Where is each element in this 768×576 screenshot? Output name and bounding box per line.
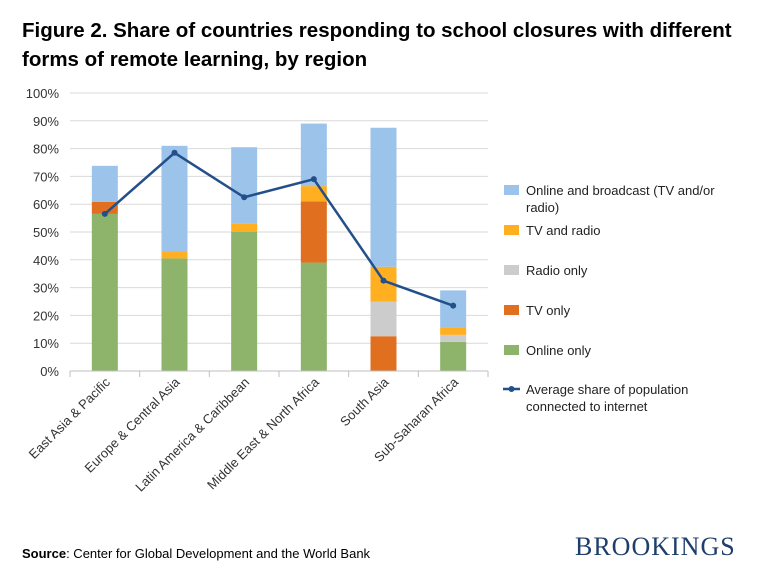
legend-label: TV and radio (526, 223, 600, 238)
line-point (101, 210, 108, 217)
legend: Online and broadcast (TV and/or radio) TV … (503, 183, 715, 414)
y-tick-label: 10% (33, 336, 59, 351)
bar-online-and-broadcast (300, 123, 327, 187)
y-axis: 0% 10% 20% 30% 40% 50% 60% 70% 80% 90% 100% (26, 86, 60, 379)
chart-title: Figure 2. Share of countries responding … (22, 19, 732, 71)
line-path (104, 151, 454, 307)
legend-label: radio) (526, 200, 559, 215)
y-tick-label: 80% (33, 142, 59, 157)
x-tick-label: South Asia (337, 374, 392, 429)
bar-radio-only (370, 301, 397, 337)
y-tick-label: 40% (33, 253, 59, 268)
source-note: Source: Center for Global Development an… (22, 546, 370, 561)
source-text: : Center for Global Development and the … (66, 546, 371, 561)
bar-online-and-broadcast (370, 127, 397, 267)
legend-label: connected to internet (526, 399, 648, 414)
bar-online-only (440, 341, 467, 371)
y-tick-label: 20% (33, 308, 59, 323)
legend-label: Online and broadcast (TV and/or (526, 183, 715, 198)
legend-label: Radio only (526, 263, 588, 278)
y-tick-label: 50% (33, 225, 59, 240)
line-point (450, 302, 457, 309)
legend-swatch-point (508, 386, 515, 392)
legend-swatch (504, 265, 519, 275)
y-tick-label: 30% (33, 281, 59, 296)
gridlines (70, 92, 488, 344)
y-tick-label: 70% (33, 169, 59, 184)
line-point (380, 277, 387, 284)
bar-tv-only (300, 201, 327, 263)
bar-radio-only (440, 334, 467, 342)
bar-online-and-broadcast (231, 147, 258, 224)
y-tick-label: 0% (40, 364, 59, 379)
bar-online-only (231, 232, 258, 371)
x-tick-label: Latin America & Caribbean (132, 375, 252, 495)
legend-swatch (504, 345, 519, 355)
bar-online-only (161, 258, 188, 371)
source-label: Source (22, 546, 67, 561)
bar-tv-only (91, 201, 118, 214)
legend-label: Online only (526, 343, 592, 358)
bar-tv-only (370, 336, 397, 371)
bar-online-only (91, 213, 118, 371)
legend-label: TV only (526, 303, 571, 318)
internet-share-line (101, 149, 457, 309)
y-tick-label: 60% (33, 197, 59, 212)
brookings-logo: BROOKINGS (575, 532, 736, 561)
bar-stacks (91, 123, 467, 371)
line-point (171, 149, 178, 156)
y-tick-label: 90% (33, 114, 59, 129)
legend-swatch (504, 185, 519, 195)
legend-label: Average share of population (526, 382, 688, 397)
bar-tv-and-radio (440, 327, 467, 335)
bar-tv-and-radio (231, 223, 258, 232)
line-point (241, 194, 248, 201)
x-tick-label: Middle East & North Africa (204, 374, 322, 492)
line-point (310, 176, 317, 183)
bar-online-only (300, 262, 327, 371)
bar-online-and-broadcast (91, 165, 118, 202)
bar-tv-and-radio (161, 252, 188, 259)
legend-swatch (504, 225, 519, 235)
bar-online-and-broadcast (440, 290, 467, 328)
legend-swatch (504, 305, 519, 315)
y-tick-label: 100% (26, 86, 60, 101)
bar-online-and-broadcast (161, 145, 188, 253)
